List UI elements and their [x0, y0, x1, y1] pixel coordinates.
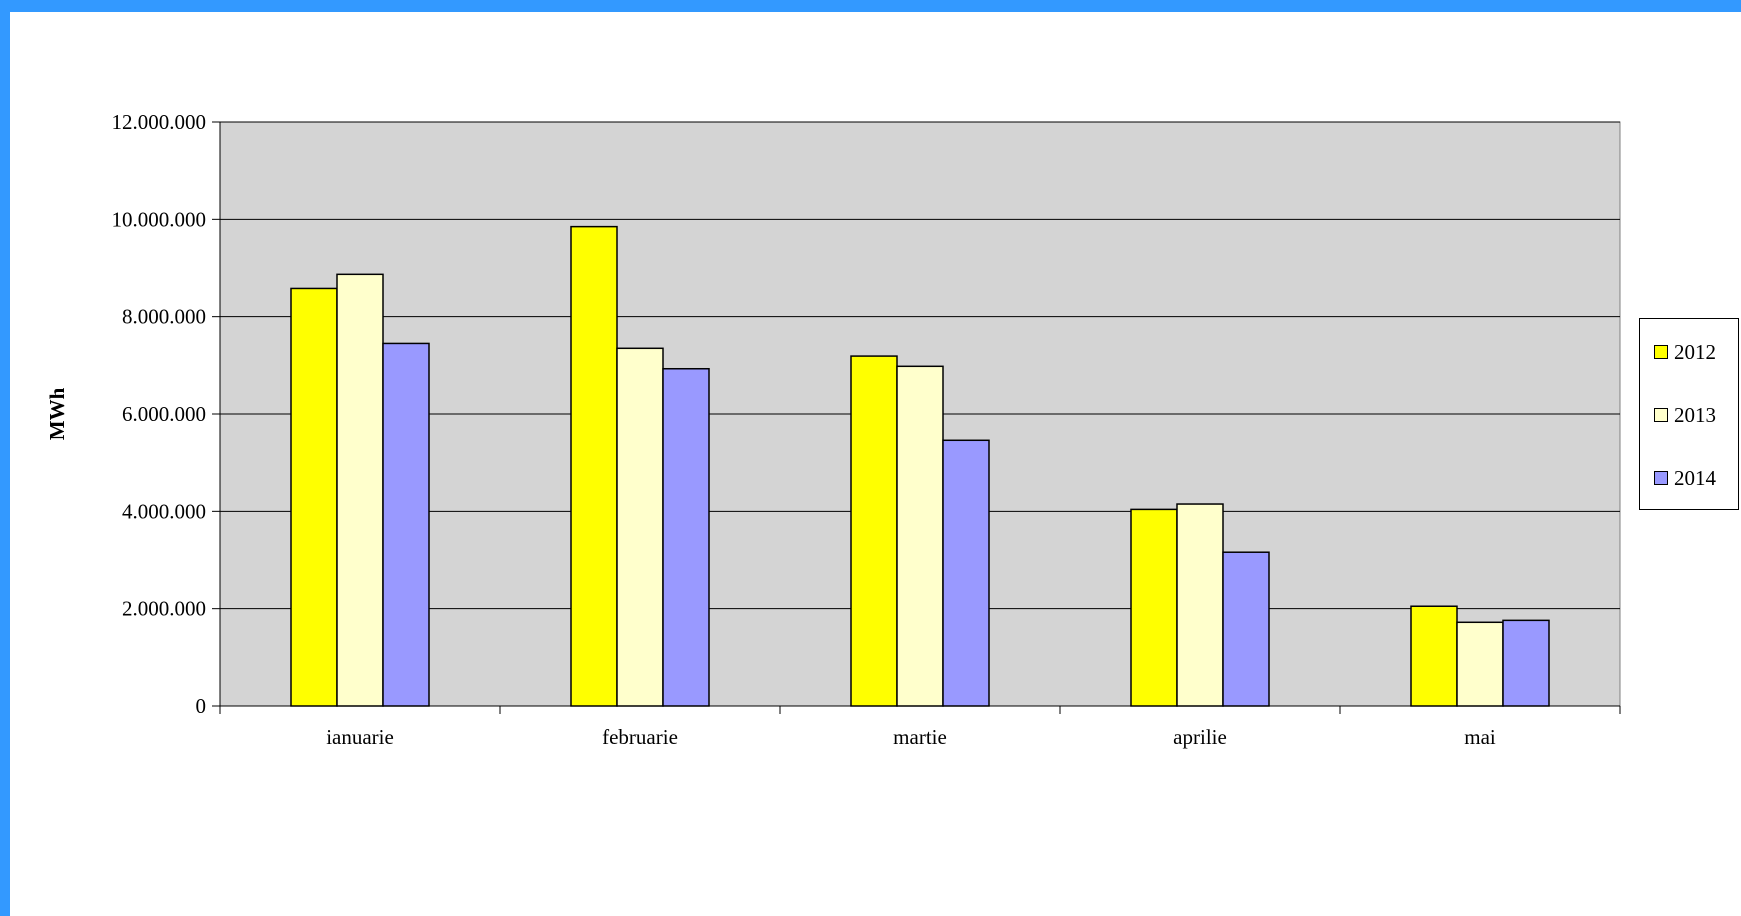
bar-2014-martie — [942, 439, 990, 707]
bar-2013-mai — [1456, 621, 1504, 707]
bar-2013-martie — [896, 365, 944, 707]
bar-2012-mai — [1410, 605, 1458, 707]
legend-swatch — [1654, 471, 1668, 485]
legend: 2012 2013 2014 — [1639, 318, 1739, 510]
legend-item-2013: 2013 — [1654, 402, 1716, 428]
legend-label: 2013 — [1674, 402, 1716, 427]
y-tick-label: 4.000.000 — [122, 499, 206, 523]
x-tick-label: martie — [893, 725, 947, 749]
bar-2012-februarie — [570, 225, 618, 707]
y-tick-label: 10.000.000 — [112, 207, 207, 231]
x-tick-label: aprilie — [1173, 725, 1227, 749]
legend-swatch — [1654, 408, 1668, 422]
y-tick-label: 6.000.000 — [122, 402, 206, 426]
y-tick-label: 8.000.000 — [122, 305, 206, 329]
bar-2014-februarie — [662, 367, 710, 707]
legend-swatch — [1654, 345, 1668, 359]
bar-2013-ianuarie — [336, 273, 384, 707]
x-tick-label: ianuarie — [326, 725, 394, 749]
y-tick-label: 2.000.000 — [122, 597, 206, 621]
bar-2014-ianuarie — [382, 342, 430, 707]
legend-label: 2012 — [1674, 339, 1716, 364]
x-tick-label: mai — [1464, 725, 1496, 749]
bar-2014-aprilie — [1222, 551, 1270, 707]
legend-item-2014: 2014 — [1654, 465, 1716, 491]
bar-2012-ianuarie — [290, 287, 338, 707]
bar-2014-mai — [1502, 619, 1550, 707]
y-tick-label: 0 — [196, 694, 207, 718]
bar-2012-aprilie — [1130, 508, 1178, 707]
x-tick-label: februarie — [602, 725, 678, 749]
bar-2013-februarie — [616, 347, 664, 707]
legend-label: 2014 — [1674, 465, 1716, 490]
bar-chart: 0 2.000.000 4.000.000 6.000.000 8.000.000 10.… — [45, 110, 1621, 749]
chart-frame: 0 2.000.000 4.000.000 6.000.000 8.000.000 10.… — [10, 12, 1741, 916]
y-axis-title: MWh — [45, 387, 69, 440]
y-tick-label: 12.000.000 — [112, 110, 207, 134]
legend-item-2012: 2012 — [1654, 339, 1716, 365]
bar-2012-martie — [850, 355, 898, 707]
bar-2013-aprilie — [1176, 503, 1224, 707]
